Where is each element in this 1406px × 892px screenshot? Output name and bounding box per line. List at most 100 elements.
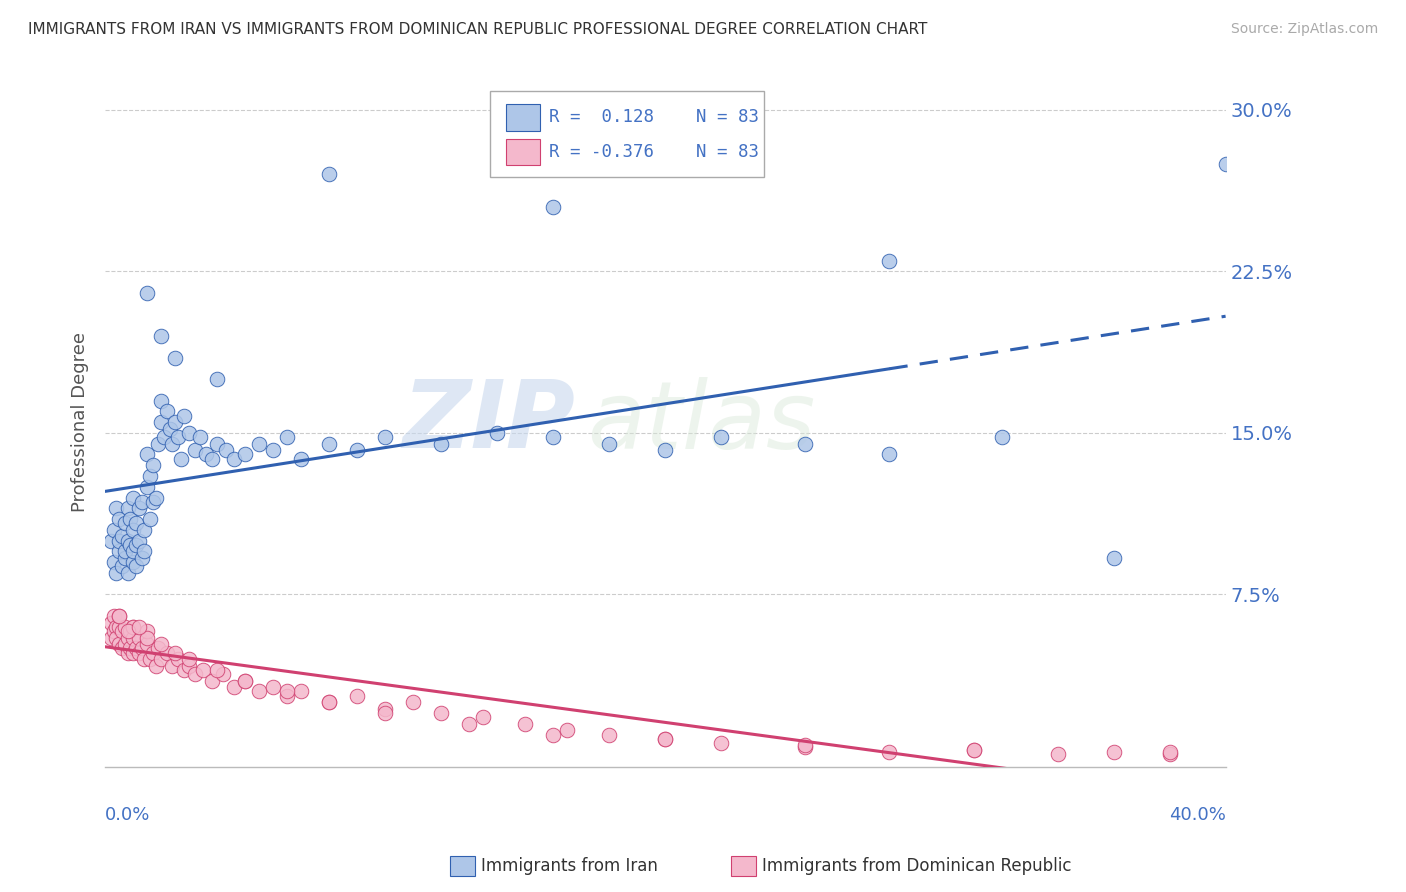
Point (139, 512, 162, 526)
Point (156, 646, 179, 660)
Point (207, 663, 229, 677)
Point (117, 533, 139, 548)
Point (165, 351, 187, 365)
Text: ZIP: ZIP (404, 376, 576, 468)
Point (122, 491, 145, 505)
Point (193, 663, 215, 677)
Point (136, 631, 159, 645)
Point (557, 723, 579, 738)
Point (173, 409, 195, 423)
Point (214, 443, 236, 458)
Point (374, 701, 396, 715)
Point (276, 689, 298, 703)
Point (201, 451, 224, 466)
Point (150, 393, 173, 408)
Point (374, 430, 396, 444)
Point (117, 566, 139, 580)
Point (108, 544, 131, 558)
Point (125, 538, 148, 552)
Bar (506, 104, 540, 130)
Y-axis label: Professional Degree: Professional Degree (72, 332, 89, 512)
Point (120, 624, 142, 639)
Point (346, 443, 368, 458)
Point (145, 491, 167, 505)
Point (117, 646, 139, 660)
Point (233, 673, 256, 688)
Point (1102, 550, 1125, 565)
Point (990, 430, 1012, 444)
Point (179, 425, 201, 440)
Point (122, 620, 145, 634)
Point (276, 430, 298, 444)
Point (598, 436, 620, 450)
Point (262, 680, 284, 694)
Point (201, 673, 224, 688)
Point (117, 631, 139, 645)
Point (100, 631, 122, 645)
Point (472, 710, 495, 724)
Point (114, 550, 136, 565)
Point (962, 742, 984, 756)
Point (710, 430, 733, 444)
Point (156, 404, 179, 418)
Point (103, 523, 125, 537)
Point (207, 436, 229, 450)
Point (879, 447, 901, 461)
Point (131, 550, 153, 565)
Point (233, 447, 256, 461)
Text: R = -0.376    N = 83: R = -0.376 N = 83 (548, 143, 759, 161)
Point (142, 495, 165, 509)
Point (346, 689, 368, 703)
Point (122, 544, 145, 558)
Point (1046, 747, 1069, 761)
Point (122, 646, 145, 660)
Point (100, 615, 122, 630)
Point (153, 430, 176, 444)
Text: 0.0%: 0.0% (105, 805, 150, 823)
Point (122, 523, 145, 537)
Point (148, 436, 170, 450)
Point (148, 641, 170, 656)
Point (100, 533, 122, 548)
Point (1159, 745, 1181, 759)
Point (167, 430, 190, 444)
Point (515, 716, 537, 731)
Point (962, 742, 984, 756)
Point (150, 637, 173, 651)
Point (879, 253, 901, 268)
Point (108, 609, 131, 624)
Point (111, 624, 134, 639)
Point (233, 673, 256, 688)
Text: IMMIGRANTS FROM IRAN VS IMMIGRANTS FROM DOMINICAN REPUBLIC PROFESSIONAL DEGREE C: IMMIGRANTS FROM IRAN VS IMMIGRANTS FROM … (28, 22, 928, 37)
Point (262, 443, 284, 458)
Point (108, 609, 131, 624)
Point (105, 620, 128, 634)
Point (136, 480, 159, 494)
Point (159, 421, 181, 435)
Point (179, 652, 201, 666)
Point (794, 740, 817, 755)
Point (134, 544, 156, 558)
Point (290, 684, 312, 698)
Point (125, 516, 148, 531)
Point (290, 451, 312, 466)
Point (654, 731, 676, 746)
Point (142, 458, 165, 473)
Point (136, 447, 159, 461)
Point (125, 559, 148, 574)
Text: R =  0.128    N = 83: R = 0.128 N = 83 (548, 109, 759, 127)
Point (122, 631, 145, 645)
Point (207, 372, 229, 386)
Point (103, 555, 125, 569)
Point (402, 695, 425, 709)
Point (654, 731, 676, 746)
Point (131, 495, 153, 509)
Point (167, 652, 190, 666)
Point (136, 624, 159, 639)
Point (184, 443, 207, 458)
Point (1215, 156, 1237, 170)
Point (318, 695, 340, 709)
Point (136, 285, 159, 300)
Point (430, 436, 453, 450)
Point (318, 436, 340, 450)
